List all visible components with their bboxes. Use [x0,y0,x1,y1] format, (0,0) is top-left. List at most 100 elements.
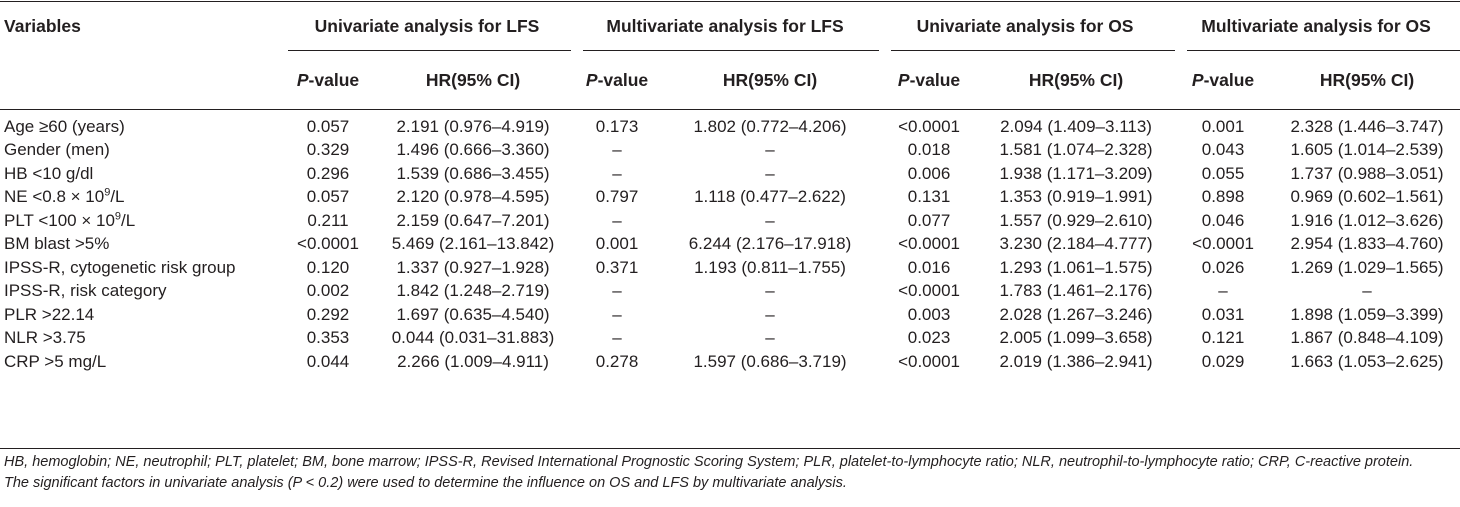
cell: 0.046 [1201,210,1245,230]
cell: <0.0001 [898,234,960,254]
cell: 0.044 (0.031–31.883) [391,328,555,348]
cell: – [765,210,775,230]
group-rule-multi-os [1187,50,1460,51]
cell: <0.0001 [898,281,960,301]
cell: – [612,210,622,230]
cell: 2.120 (0.978–4.595) [396,187,550,207]
cell: 0.077 [907,210,951,230]
header-variables: Variables [4,15,81,36]
cell: 1.697 (0.635–4.540) [396,304,550,324]
cell: – [612,328,622,348]
cell: 1.938 (1.171–3.209) [999,163,1153,183]
header-uni-os: Univariate analysis for OS [916,15,1134,36]
cell: – [1218,281,1228,301]
footnote-note: The significant factors in univariate an… [4,475,847,491]
table-top-rule [0,1,1460,2]
cell: <0.0001 [1192,234,1254,254]
header-p-value: P-value [296,70,360,90]
cell: – [612,140,622,160]
row-variable: PLT <100 × 109/L [4,210,136,230]
cell: 1.581 (1.074–2.328) [999,140,1153,160]
cell: 0.797 [595,187,639,207]
cell: 2.094 (1.409–3.113) [1000,116,1152,136]
cell: 1.496 (0.666–3.360) [396,140,550,160]
cell: 0.211 [307,210,349,230]
row-variable: Age ≥60 (years) [4,116,125,136]
cell: – [765,281,775,301]
cell: 0.026 [1201,257,1245,277]
cell: 1.353 (0.919–1.991) [999,187,1153,207]
table-row: IPSS-R, risk category 0.002 1.842 (1.248… [0,280,1460,304]
row-variable: NE <0.8 × 109/L [4,186,125,207]
row-variable: CRP >5 mg/L [4,351,107,371]
cell: 0.121 [1201,328,1245,348]
cell: – [765,304,775,324]
cell: 1.557 (0.929–2.610) [999,210,1153,230]
cell: 0.006 [907,163,951,183]
table-row: PLT <100 × 109/L 0.211 2.159 (0.647–7.20… [0,209,1460,233]
cell: 0.353 [306,328,350,348]
header-p-value: P-value [897,70,961,90]
cell: 1.867 (0.848–4.109) [1290,328,1444,348]
header-multi-os: Multivariate analysis for OS [1201,15,1431,36]
table-row: BM blast >5% <0.0001 5.469 (2.161–13.842… [0,233,1460,257]
table-row: NLR >3.75 0.353 0.044 (0.031–31.883) – –… [0,327,1460,351]
table-row: NE <0.8 × 109/L 0.057 2.120 (0.978–4.595… [0,186,1460,210]
group-rule-multi-lfs [583,50,879,51]
cell: 1.539 (0.686–3.455) [396,163,550,183]
header-hr: HR(95% CI) [722,70,818,90]
cell: 0.002 [306,281,350,301]
header-p-value: P-value [1191,70,1255,90]
cell: 2.328 (1.446–3.747) [1290,116,1444,136]
cell: 1.605 (1.014–2.539) [1290,140,1444,160]
table-row: PLR >22.14 0.292 1.697 (0.635–4.540) – –… [0,303,1460,327]
cell: 0.003 [907,304,951,324]
header-group-row: Variables Univariate analysis for LFS Mu… [0,0,1460,52]
cell: 0.131 [907,187,951,207]
group-rule-uni-os [891,50,1175,51]
cell: 0.023 [907,328,951,348]
table-header-rule [0,109,1460,110]
cell: – [765,140,775,160]
cell: 2.954 (1.833–4.760) [1290,234,1444,254]
table-row: Age ≥60 (years) 0.057 2.191 (0.976–4.919… [0,115,1460,139]
cell: 0.016 [907,257,951,277]
group-rule-uni-lfs [288,50,571,51]
cell: 0.371 [595,257,639,277]
cell: – [765,328,775,348]
cell: 1.802 (0.772–4.206) [693,116,847,136]
cell: 0.057 [306,187,350,207]
cell: 0.031 [1201,304,1245,324]
table-row: Gender (men) 0.329 1.496 (0.666–3.360) –… [0,139,1460,163]
cell: 1.898 (1.059–3.399) [1290,304,1444,324]
table-row: CRP >5 mg/L 0.044 2.266 (1.009–4.911) 0.… [0,350,1460,374]
cell: 2.266 (1.009–4.911) [397,351,549,371]
cell: – [612,163,622,183]
table-row: HB <10 g/dl 0.296 1.539 (0.686–3.455) – … [0,162,1460,186]
cell: <0.0001 [898,116,960,136]
cell: 5.469 (2.161–13.842) [391,234,555,254]
footnote-abbreviations: HB, hemoglobin; NE, neutrophil; PLT, pla… [4,454,1414,470]
cell: 2.019 (1.386–2.941) [999,351,1153,371]
header-multi-lfs: Multivariate analysis for LFS [606,15,844,36]
header-uni-lfs: Univariate analysis for LFS [314,15,540,36]
cell: 0.057 [306,116,350,136]
cell: 0.278 [595,351,639,371]
results-table: Variables Univariate analysis for LFS Mu… [0,0,1460,374]
cell: <0.0001 [297,234,359,254]
cell: <0.0001 [898,351,960,371]
row-variable: HB <10 g/dl [4,163,94,183]
cell: 0.969 (0.602–1.561) [1290,187,1444,207]
cell: 1.916 (1.012–3.626) [1290,210,1444,230]
cell: 2.159 (0.647–7.201) [396,210,550,230]
cell: 0.292 [306,304,350,324]
cell: – [765,163,775,183]
row-variable: NLR >3.75 [4,328,86,348]
cell: 1.597 (0.686–3.719) [693,351,847,371]
cell: 1.663 (1.053–2.625) [1290,351,1444,371]
cell: 1.269 (1.029–1.565) [1290,257,1444,277]
header-hr: HR(95% CI) [1319,70,1415,90]
cell: 0.296 [306,163,350,183]
cell: 1.783 (1.461–2.176) [999,281,1153,301]
